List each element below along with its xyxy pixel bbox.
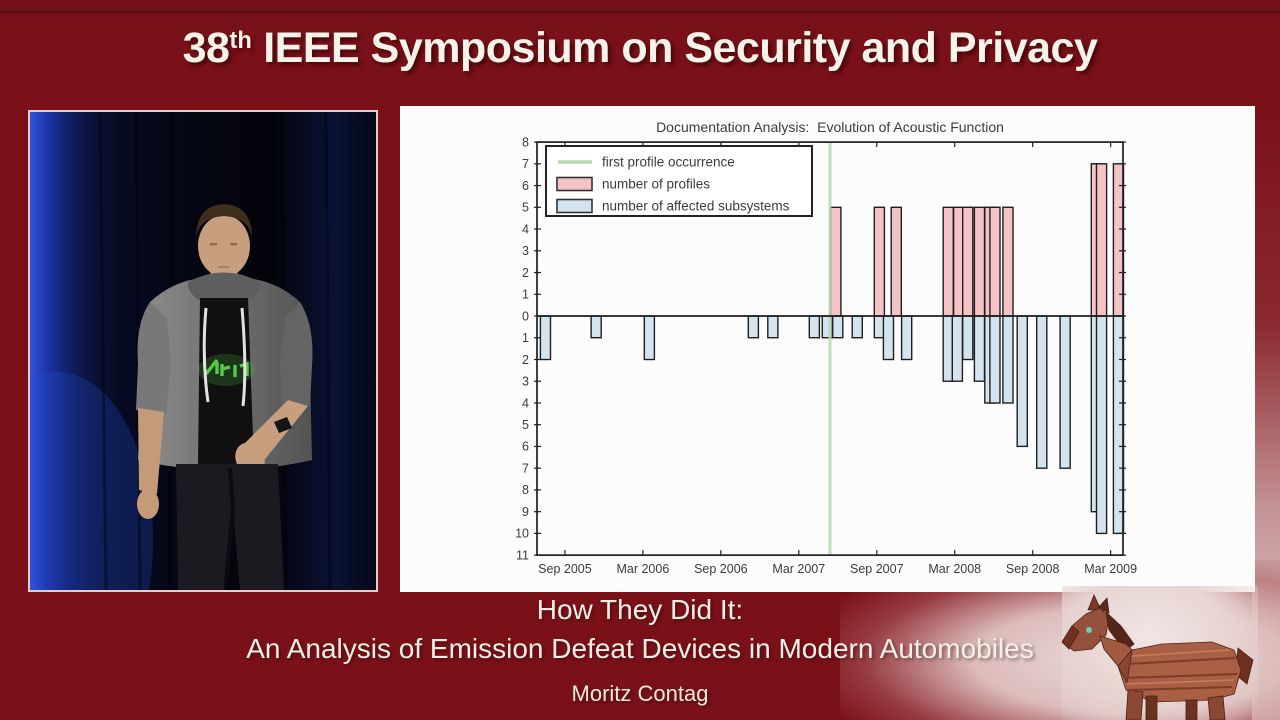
svg-text:1: 1 xyxy=(522,288,529,302)
svg-text:3: 3 xyxy=(522,375,529,389)
speaker-video xyxy=(28,110,378,592)
horse-plank-lines xyxy=(1123,657,1238,691)
svg-text:2: 2 xyxy=(522,266,529,280)
svg-text:4: 4 xyxy=(522,396,529,410)
svg-text:3: 3 xyxy=(522,244,529,258)
svg-text:Mar 2007: Mar 2007 xyxy=(772,562,825,576)
svg-text:Sep 2008: Sep 2008 xyxy=(1006,562,1060,576)
svg-text:Sep 2006: Sep 2006 xyxy=(694,562,748,576)
hoodie-drawstrings xyxy=(202,307,247,407)
svg-text:first profile occurrence: first profile occurrence xyxy=(602,155,735,170)
trojan-horse-graphic xyxy=(1061,586,1258,720)
horse-rear-leg xyxy=(1207,695,1226,720)
presenter-tshirt xyxy=(198,298,254,464)
horse-front-leg xyxy=(1125,689,1144,720)
talk-title-line1: How They Did It: xyxy=(536,594,744,625)
x-axis: Sep 2005 Mar 2006 Sep 2006 Mar 2007 Sep 2007… xyxy=(538,142,1137,576)
presenter-figure xyxy=(136,204,313,590)
svg-text:Mar 2008: Mar 2008 xyxy=(928,562,981,576)
svg-text:10: 10 xyxy=(515,527,529,541)
svg-text:7: 7 xyxy=(522,157,529,171)
svg-text:5: 5 xyxy=(522,201,529,215)
svg-text:6: 6 xyxy=(522,179,529,193)
conference-title: 38th IEEE Symposium on Security and Priv… xyxy=(0,24,1280,73)
bars-profiles xyxy=(830,163,1125,317)
curtain-blue-glow xyxy=(30,372,153,590)
presenter-left-hand xyxy=(137,489,159,519)
talk-title-line2: An Analysis of Emission Defeat Devices i… xyxy=(246,633,1034,664)
plot-border xyxy=(536,141,1124,556)
svg-text:11: 11 xyxy=(516,548,529,562)
svg-text:Sep 2005: Sep 2005 xyxy=(538,562,592,576)
svg-text:5: 5 xyxy=(522,418,529,432)
conference-edition-number: 38 xyxy=(182,24,230,72)
presenter-hair xyxy=(195,204,253,240)
presenter-watch xyxy=(274,417,292,433)
tshirt-green-logo xyxy=(204,358,249,377)
svg-text:9: 9 xyxy=(522,505,529,519)
chart-title: Documentation Analysis: Evolution of Aco… xyxy=(656,119,1004,135)
conference-edition-ordinal: th xyxy=(229,28,252,54)
svg-text:number of profiles: number of profiles xyxy=(602,177,710,192)
svg-text:number of affected subsystems: number of affected subsystems xyxy=(602,199,790,214)
talk-title-block: How They Did It: An Analysis of Emission… xyxy=(0,590,1280,707)
horse-eye xyxy=(1086,627,1092,633)
speaker-on-stage-image xyxy=(30,112,376,590)
svg-text:2: 2 xyxy=(522,353,529,367)
presenter-face xyxy=(198,215,250,277)
bars-subsystems xyxy=(539,315,1125,535)
svg-text:1: 1 xyxy=(522,331,529,345)
svg-text:0: 0 xyxy=(522,309,529,323)
conference-title-text: IEEE Symposium on Security and Privacy xyxy=(263,24,1098,72)
speaker-name: Moritz Contag xyxy=(571,681,709,706)
svg-text:Mar 2006: Mar 2006 xyxy=(616,562,669,576)
svg-text:Mar 2009: Mar 2009 xyxy=(1084,562,1137,576)
trojan-horse-image xyxy=(1061,593,1254,720)
slide: 11 10 9 8 7 6 5 4 3 2 1 0 1 2 3 4 5 6 7 8 Sep 2005 Mar 2006 Se… xyxy=(400,106,1255,592)
banner-divider-line xyxy=(0,11,1280,13)
svg-text:Sep 2007: Sep 2007 xyxy=(850,562,904,576)
chart-legend: first profile occurrence number of profil… xyxy=(545,145,813,217)
svg-text:8: 8 xyxy=(522,483,529,497)
svg-text:6: 6 xyxy=(522,440,529,454)
svg-text:4: 4 xyxy=(522,222,529,236)
svg-text:7: 7 xyxy=(522,461,529,475)
svg-text:8: 8 xyxy=(522,135,529,149)
